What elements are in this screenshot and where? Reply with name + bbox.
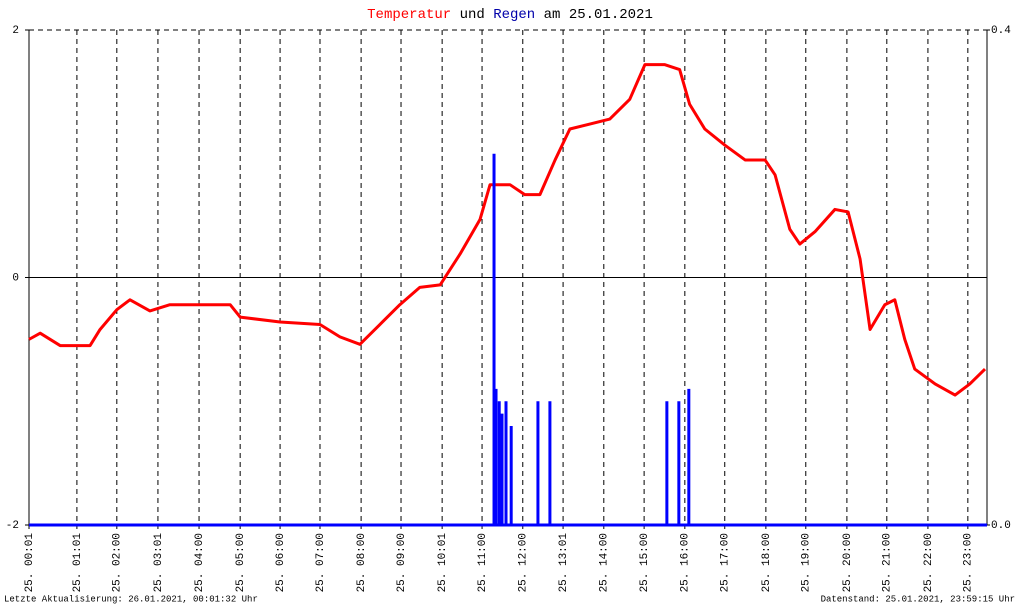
x-tick-label: 25. 17:00 — [720, 533, 732, 592]
x-tick-label: 25. 22:00 — [923, 533, 935, 592]
y2-tick-label: 0.4 — [991, 25, 1011, 37]
rain-bar — [500, 413, 504, 525]
x-tick-label: 25. 01:01 — [72, 533, 84, 593]
temperature-line — [28, 63, 987, 397]
x-tick-label: 25. 23:00 — [963, 533, 975, 592]
x-tick-label: 25. 09:00 — [396, 533, 408, 592]
rain-bar — [536, 401, 540, 525]
rain-bar — [509, 426, 513, 525]
title-part: Regen — [493, 7, 535, 23]
x-tick-label: 25. 08:00 — [356, 533, 368, 592]
x-tick-label: 25. 03:01 — [153, 533, 165, 593]
x-tick-label: 25. 00:01 — [24, 533, 36, 593]
x-tick-label: 25. 10:01 — [437, 533, 449, 593]
x-tick-label: 25. 20:00 — [842, 533, 854, 592]
x-tick-label: 25. 13:01 — [558, 533, 570, 593]
x-tick-label: 25. 16:00 — [680, 533, 692, 592]
x-tick-label: 25. 07:00 — [315, 533, 327, 592]
rain-bar — [548, 401, 552, 525]
x-tick-label: 25. 06:00 — [275, 533, 287, 592]
y-tick-label: 2 — [12, 25, 19, 37]
title-part: Temperatur — [367, 7, 451, 23]
rain-bar — [497, 401, 501, 525]
rain-bar — [677, 401, 681, 525]
chart-title: Temperatur und Regen am 25.01.2021 — [367, 7, 653, 23]
y2-tick-label: 0.0 — [991, 520, 1011, 532]
x-tick-label: 25. 02:00 — [112, 533, 124, 592]
x-tick-label: 25. 15:00 — [639, 533, 651, 592]
x-tick-label: 25. 19:00 — [801, 533, 813, 592]
x-tick-label: 25. 05:00 — [235, 533, 247, 592]
x-tick-label: 25. 12:00 — [518, 533, 530, 592]
rain-bar — [665, 401, 669, 525]
rain-bar — [494, 388, 498, 525]
title-part: am 25.01.2021 — [544, 7, 653, 23]
x-tick-label: 25. 04:00 — [194, 533, 206, 592]
x-tick-label: 25. 21:00 — [882, 533, 894, 592]
footer-right: Datenstand: 25.01.2021, 23:59:15 Uhr — [821, 594, 1015, 604]
title-part: und — [460, 7, 485, 23]
rain-bar — [504, 401, 508, 525]
rain-bar — [687, 388, 691, 525]
x-tick-label: 25. 11:00 — [477, 533, 489, 592]
x-tick-label: 25. 18:00 — [761, 533, 773, 592]
x-tick-label: 25. 14:00 — [599, 533, 611, 592]
rain-bar — [492, 153, 496, 525]
y-tick-label: 0 — [12, 272, 19, 284]
y-tick-label: -2 — [6, 520, 19, 532]
footer-left: Letzte Aktualisierung: 26.01.2021, 00:01… — [4, 594, 258, 604]
